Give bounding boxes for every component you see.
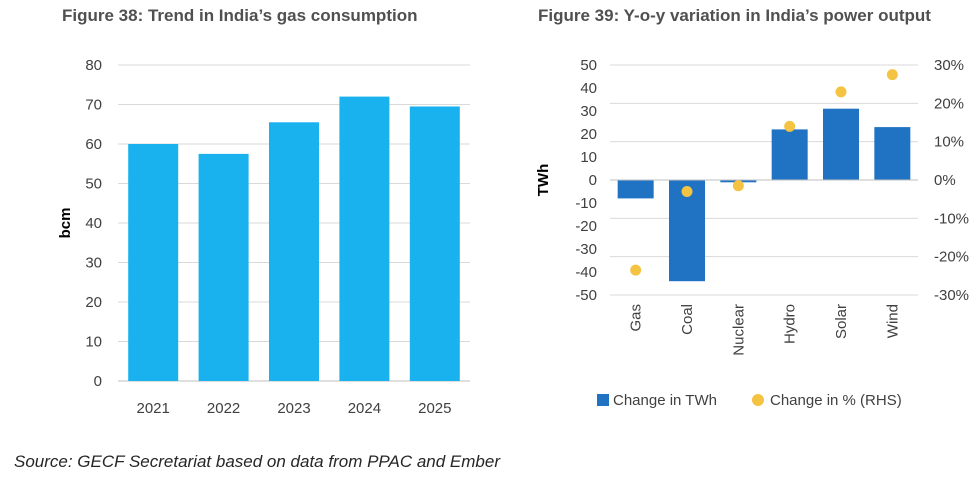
y2-tick-label: -20% [934, 249, 969, 266]
y-tick-label: 20 [580, 126, 597, 143]
point-wind [886, 69, 898, 81]
y-tick-label: 80 [85, 57, 102, 74]
point-coal [681, 186, 693, 197]
y-tick-label: 30 [580, 103, 597, 120]
bar-hydro [771, 129, 808, 180]
x-tick-label: Coal [679, 304, 696, 335]
y-axis-label: bcm [57, 208, 74, 239]
y-tick-label: 40 [85, 215, 102, 232]
bar-2022 [198, 153, 249, 381]
bar-2023 [269, 122, 319, 382]
y-tick-label: 50 [580, 57, 597, 74]
source-note: Source: GECF Secretariat based on data f… [14, 452, 500, 471]
y-tick-label: -20 [575, 218, 597, 235]
y-tick-label: 20 [85, 294, 102, 311]
y-tick-label: 0 [589, 172, 597, 189]
x-tick-label: 2025 [418, 400, 451, 417]
figure-38-title: Figure 38: Trend in India’s gas consumpt… [62, 6, 418, 25]
y-tick-label: 50 [85, 176, 102, 193]
x-tick-label: Wind [884, 304, 901, 338]
y-tick-label: -30 [575, 241, 597, 258]
x-tick-label: 2021 [137, 400, 170, 417]
y2-tick-label: 0% [934, 172, 956, 189]
bar-gas [617, 180, 654, 199]
legend-point-label: Change in % (RHS) [770, 392, 902, 409]
x-tick-label: 2023 [277, 400, 310, 417]
legend-bar-label: Change in TWh [613, 392, 717, 409]
x-tick-label: 2022 [207, 400, 240, 417]
legend-point-swatch [752, 394, 764, 406]
point-gas [630, 264, 642, 276]
x-tick-label: Gas [628, 304, 645, 332]
y2-tick-label: 10% [934, 134, 964, 151]
y-tick-label: -10 [575, 195, 597, 212]
y-tick-label: 40 [580, 80, 597, 97]
y-tick-label: 60 [85, 136, 102, 153]
y2-tick-label: -30% [934, 287, 969, 304]
point-solar [835, 86, 847, 98]
y2-tick-label: -10% [934, 210, 969, 227]
bar-2021 [128, 144, 179, 381]
bar-wind [874, 127, 911, 180]
point-hydro [784, 120, 796, 132]
point-nuclear [732, 180, 744, 192]
bar-2024 [339, 96, 390, 381]
x-tick-label: Solar [833, 304, 850, 339]
y-tick-label: 0 [94, 373, 102, 390]
figure-39-title: Figure 39: Y-o-y variation in India’s po… [538, 6, 931, 25]
y2-tick-label: 20% [934, 95, 964, 112]
y-tick-label: -50 [575, 287, 597, 304]
y-tick-label: 70 [85, 97, 102, 114]
bar-2025 [409, 106, 460, 381]
y-tick-label: 10 [580, 149, 597, 166]
bar-solar [823, 108, 859, 180]
x-tick-label: 2024 [348, 400, 381, 417]
y-tick-label: -40 [575, 264, 597, 281]
y-tick-label: 30 [85, 255, 102, 272]
y-tick-label: 10 [85, 334, 102, 351]
legend-bar-swatch [597, 394, 609, 406]
y2-tick-label: 30% [934, 57, 964, 74]
x-tick-label: Hydro [782, 304, 799, 344]
x-tick-label: Nuclear [730, 304, 747, 356]
y-axis-label: TWh [535, 164, 552, 196]
